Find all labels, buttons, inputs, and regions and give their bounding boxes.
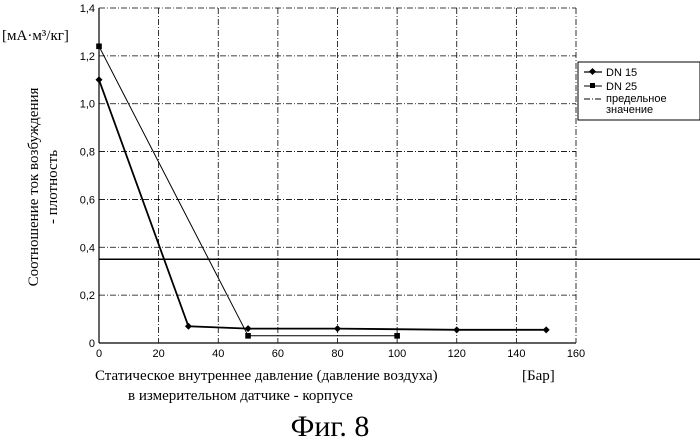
y-tick-label: 0,4	[80, 242, 95, 254]
x-tick-label: 40	[212, 348, 224, 360]
series-line-dn25	[99, 46, 397, 336]
x-tick-label: 140	[507, 348, 525, 360]
y-tick-label: 1,4	[80, 3, 95, 15]
legend-label-dn25: DN 25	[606, 81, 637, 93]
y-axis-label-line2: - плотность	[45, 150, 61, 224]
x-tick-label: 160	[567, 348, 585, 360]
y-tick-label: 1,2	[80, 51, 95, 63]
data-point-dn25	[245, 333, 251, 339]
y-tick-label: 1,0	[80, 99, 95, 111]
x-axis-label-line1: Статическое внутреннее давление (давлени…	[95, 368, 438, 384]
x-tick-label: 120	[448, 348, 466, 360]
y-tick-label: 0,2	[80, 290, 95, 302]
data-point-dn25	[394, 333, 400, 339]
legend: DN 15 DN 25 предельное значение	[578, 62, 700, 120]
figure-caption: Фиг. 8	[291, 410, 370, 442]
y-tick-label: 0	[89, 338, 95, 350]
y-axis-label-line1: Соотношение ток возбуждения	[26, 87, 42, 286]
legend-label-dn15: DN 15	[606, 67, 637, 79]
series-line-dn15	[99, 80, 546, 330]
data-point-dn15	[453, 326, 460, 333]
x-tick-label: 0	[96, 348, 102, 360]
data-point-dn15	[185, 323, 192, 330]
y-tick-labels: 0 0,2 0,4 0,6 0,8 1,0 1,2 1,4	[80, 3, 95, 350]
x-axis-unit: [Бар]	[522, 368, 555, 384]
data-point-dn25	[96, 43, 102, 49]
x-tick-label: 20	[153, 348, 165, 360]
legend-marker-dn25	[590, 83, 595, 88]
legend-label-limit-line2: значение	[606, 104, 653, 116]
x-axis-label-line2: в измерительном датчике - корпусе	[128, 388, 353, 404]
x-tick-label: 80	[331, 348, 343, 360]
data-point-dn15	[334, 325, 341, 332]
x-tick-label: 100	[388, 348, 406, 360]
y-tick-label: 0,8	[80, 147, 95, 159]
y-tick-label: 0,6	[80, 194, 95, 206]
grid-lines	[99, 8, 576, 343]
data-point-dn15	[543, 326, 550, 333]
x-tick-labels: 0 20 40 60 80 100 120 140 160	[96, 348, 585, 360]
x-tick-label: 60	[272, 348, 284, 360]
y-axis-unit: [мА·м³/кг]	[2, 28, 69, 44]
data-point-dn15	[96, 76, 103, 83]
